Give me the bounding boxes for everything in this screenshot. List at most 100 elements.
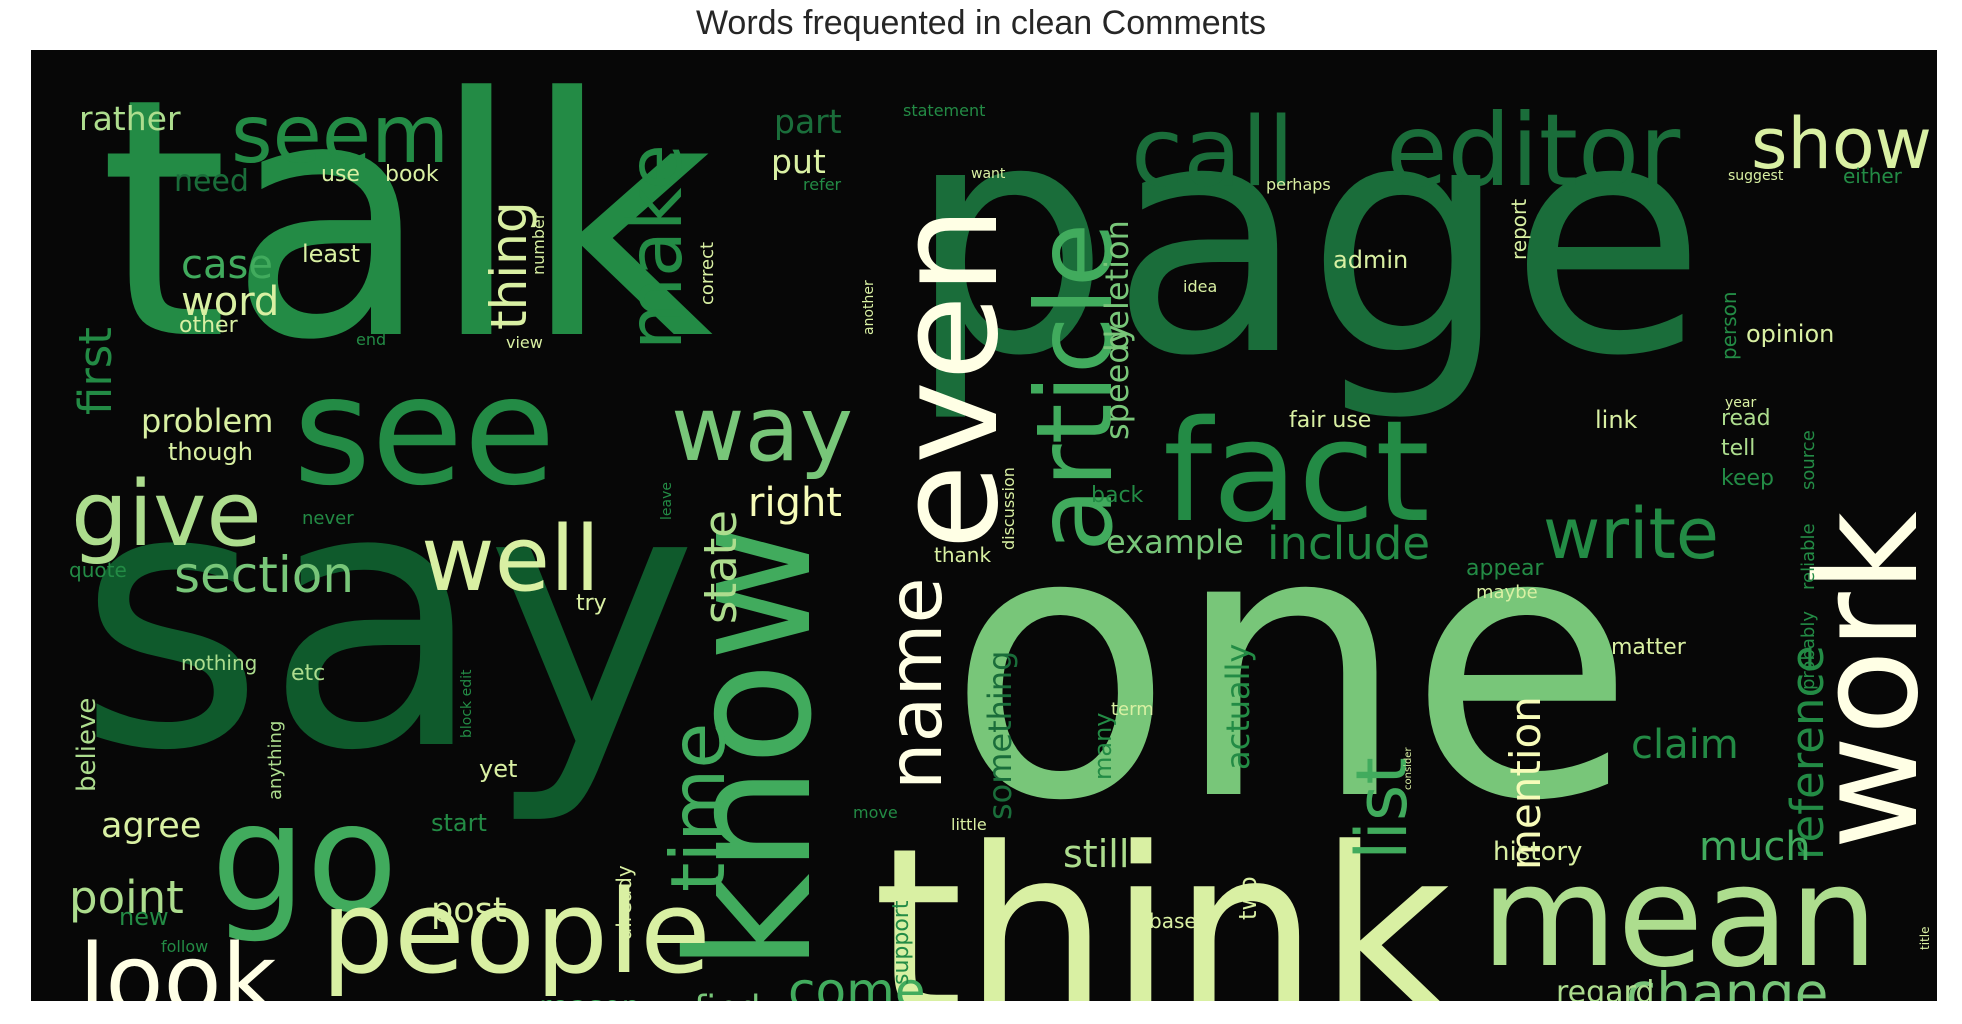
word-year: year <box>1725 395 1756 411</box>
word-regard: regard <box>1556 975 1654 1001</box>
word-refer: refer <box>803 175 842 194</box>
word-agree: agree <box>101 806 201 846</box>
word-talk: talk <box>99 50 713 412</box>
chart-title: Words frequented in clean Comments <box>695 4 1267 42</box>
word-matter: matter <box>1611 635 1687 660</box>
word-problem: problem <box>141 402 273 440</box>
word-fact: fact <box>1163 391 1430 554</box>
word-way: way <box>671 377 853 482</box>
word-write: write <box>1543 493 1719 575</box>
word-actually: actually <box>1219 644 1257 770</box>
word-make: make <box>611 144 699 350</box>
word-article: article <box>1014 223 1136 552</box>
word-etc: etc <box>291 661 325 686</box>
word-other: other <box>179 313 239 338</box>
word-number: number <box>529 212 548 275</box>
word-block-edit: block edit <box>459 669 475 738</box>
word-part: part <box>774 102 842 141</box>
word-discussion: discussion <box>999 467 1018 550</box>
word-opinion: opinion <box>1746 320 1834 348</box>
word-base: base <box>1149 909 1197 933</box>
word-report: report <box>1507 199 1531 260</box>
word-try: try <box>576 591 607 616</box>
wordcloud-area: talk page say one think know even see go fact work… <box>31 50 1937 1001</box>
word-page: page <box>907 54 1706 426</box>
word-one: one <box>947 452 1636 882</box>
word-come: come <box>788 962 926 1001</box>
word-start: start <box>431 809 487 837</box>
word-seem: seem <box>231 88 449 181</box>
word-well: well <box>421 507 600 612</box>
word-case: case <box>181 242 273 288</box>
word-term: term <box>1111 699 1154 720</box>
word-include: include <box>1267 517 1430 570</box>
word-work: work <box>1787 511 1937 850</box>
word-thank: thank <box>934 543 991 567</box>
word-deletion: deletion <box>1098 220 1136 350</box>
word-list: list <box>1341 757 1423 860</box>
word-reliable: reliable <box>1798 523 1819 590</box>
word-least: least <box>302 240 360 268</box>
word-probably: probably <box>1798 611 1819 690</box>
word-change: change <box>1626 961 1828 1001</box>
word-reason: reason <box>539 990 641 1001</box>
word-statement: statement <box>903 101 985 120</box>
word-consider: consider <box>1403 747 1414 790</box>
word-still: still <box>1063 832 1129 876</box>
word-book: book <box>385 162 439 187</box>
word-even: even <box>867 206 1030 550</box>
word-new: new <box>119 903 169 931</box>
word-name: name <box>871 577 959 790</box>
word-keep: keep <box>1721 466 1774 491</box>
word-first: first <box>69 327 122 415</box>
word-comment: comment <box>959 998 1102 1001</box>
word-little: little <box>951 815 987 834</box>
word-nothing: nothing <box>181 651 257 675</box>
word-need: need <box>174 164 249 199</box>
word-use: use <box>321 162 360 187</box>
word-point: point <box>69 871 184 924</box>
word-follow: follow <box>161 937 208 956</box>
word-idea: idea <box>1183 277 1217 296</box>
word-give: give <box>71 462 262 567</box>
word-yet: yet <box>479 755 517 783</box>
word-word: word <box>181 279 279 325</box>
word-perhaps: perhaps <box>1266 175 1331 194</box>
word-fair-use: fair use <box>1289 408 1371 433</box>
word-mean: mean <box>1481 836 1878 999</box>
word-mention: mention <box>1501 696 1550 870</box>
word-show: show <box>1751 103 1932 185</box>
word-speedy: speedy <box>1098 324 1136 440</box>
word-see: see <box>293 345 556 519</box>
word-claim: claim <box>1631 722 1739 768</box>
word-right: right <box>748 480 842 526</box>
wordcloud-background <box>31 50 1937 1001</box>
word-people: people <box>321 866 711 1000</box>
word-believe: believe <box>72 698 102 792</box>
word-appear: appear <box>1466 556 1544 581</box>
word-correct: correct <box>697 242 718 305</box>
word-link: link <box>1595 406 1638 434</box>
word-look: look <box>79 925 277 1001</box>
word-section: section <box>174 546 354 604</box>
word-source: source <box>1798 430 1819 490</box>
word-though: though <box>168 438 253 466</box>
word-history: history <box>1493 837 1582 867</box>
word-person: person <box>1717 291 1741 360</box>
word-much: much <box>1699 824 1811 870</box>
word-another: another <box>861 280 877 335</box>
word-move: move <box>853 803 898 822</box>
word-go: go <box>211 772 398 946</box>
word-know: know <box>652 523 850 972</box>
word-example: example <box>1106 523 1244 561</box>
word-never: never <box>302 508 354 529</box>
word-two: two <box>1234 876 1262 920</box>
word-maybe: maybe <box>1476 582 1538 603</box>
word-admin: admin <box>1333 246 1408 274</box>
word-want: want <box>971 166 1006 182</box>
word-find: find <box>694 989 760 1001</box>
word-tell: tell <box>1721 436 1755 461</box>
word-post: post <box>431 891 507 931</box>
word-call: call <box>1131 98 1294 208</box>
